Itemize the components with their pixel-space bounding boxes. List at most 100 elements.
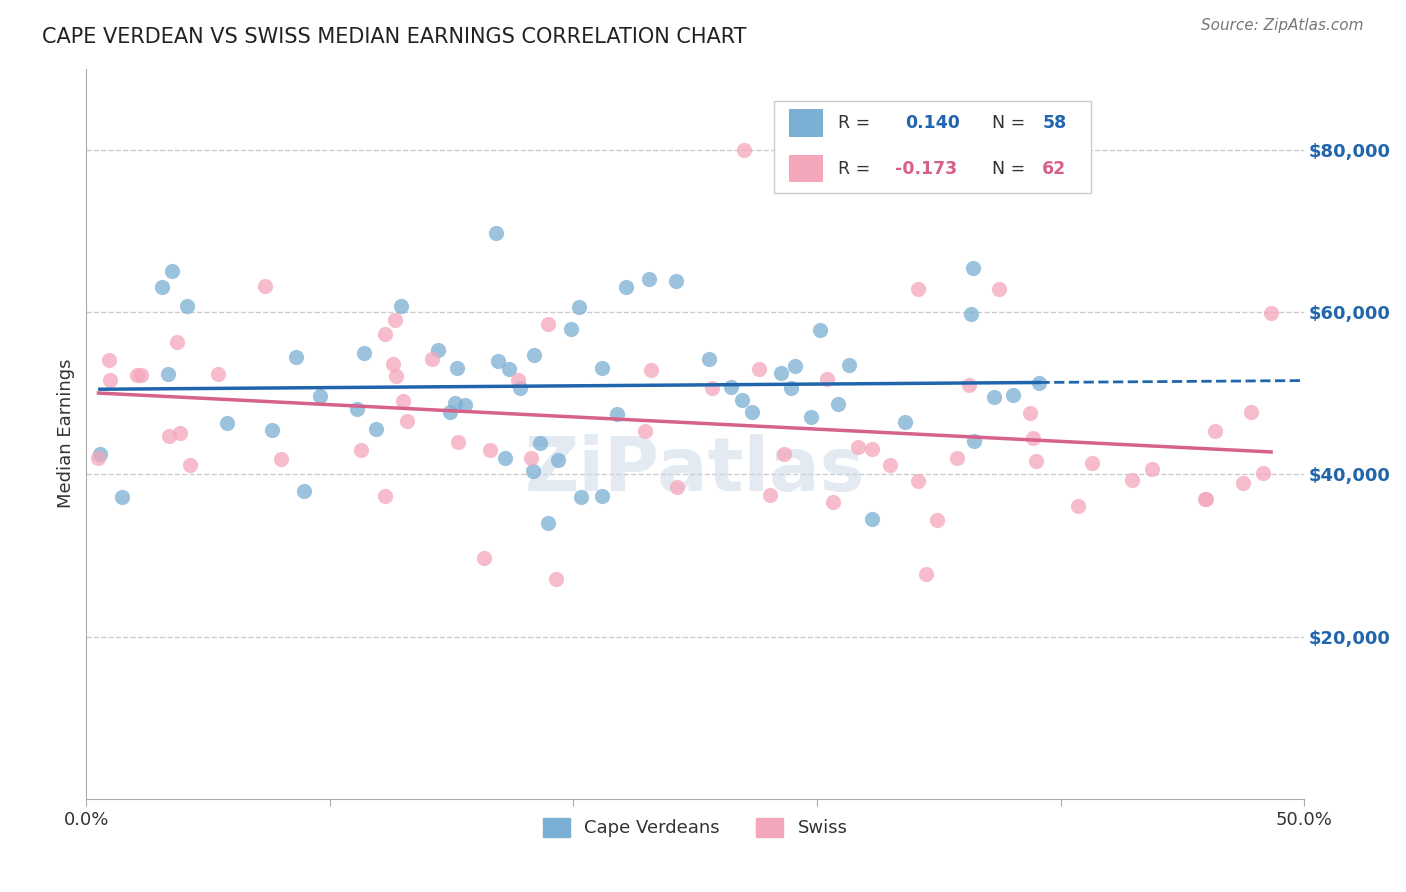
Point: [169, 425, 191, 440]
Point: [284, 350, 307, 364]
Point: [962, 434, 984, 448]
Text: -0.173: -0.173: [896, 160, 957, 178]
Point: [485, 226, 508, 240]
Text: Source: ZipAtlas.com: Source: ZipAtlas.com: [1201, 18, 1364, 33]
Point: [529, 436, 551, 450]
Point: [731, 392, 754, 407]
FancyBboxPatch shape: [775, 102, 1091, 193]
Point: [179, 458, 201, 472]
Point: [270, 452, 292, 467]
Point: [166, 335, 188, 350]
Point: [697, 352, 720, 367]
Point: [547, 453, 569, 467]
Text: 58: 58: [1042, 114, 1067, 132]
Point: [207, 367, 229, 381]
Point: [509, 381, 531, 395]
Point: [987, 282, 1010, 296]
Point: [779, 381, 801, 395]
Text: N =: N =: [981, 160, 1031, 178]
Point: [156, 367, 179, 381]
Point: [568, 300, 591, 314]
Point: [733, 143, 755, 157]
Point: [392, 394, 415, 409]
Point: [783, 359, 806, 373]
Point: [125, 368, 148, 382]
Point: [454, 398, 477, 412]
Point: [1195, 492, 1218, 507]
Text: N =: N =: [981, 114, 1031, 132]
FancyBboxPatch shape: [789, 110, 823, 137]
Point: [773, 447, 796, 461]
Point: [1232, 475, 1254, 490]
Point: [544, 572, 567, 586]
Text: R =: R =: [838, 160, 876, 178]
FancyBboxPatch shape: [789, 154, 823, 183]
Point: [446, 360, 468, 375]
Point: [215, 416, 238, 430]
Point: [914, 567, 936, 582]
Point: [1194, 491, 1216, 506]
Point: [443, 396, 465, 410]
Point: [893, 415, 915, 429]
Point: [800, 410, 823, 425]
Point: [640, 363, 662, 377]
Point: [1204, 424, 1226, 438]
Point: [634, 424, 657, 438]
Point: [606, 407, 628, 421]
Point: [364, 422, 387, 436]
Point: [374, 326, 396, 341]
Point: [262, 423, 284, 437]
Point: [1022, 431, 1045, 445]
Point: [519, 450, 541, 465]
Point: [1081, 456, 1104, 470]
Point: [522, 464, 544, 478]
Point: [702, 381, 724, 395]
Point: [1121, 473, 1143, 487]
Point: [396, 414, 419, 428]
Point: [569, 490, 592, 504]
Text: R =: R =: [838, 114, 882, 132]
Point: [959, 307, 981, 321]
Point: [384, 313, 406, 327]
Point: [111, 490, 134, 504]
Point: [498, 361, 520, 376]
Point: [666, 480, 689, 494]
Point: [838, 358, 860, 372]
Point: [350, 442, 373, 457]
Point: [129, 368, 152, 382]
Point: [160, 264, 183, 278]
Point: [427, 343, 450, 357]
Point: [879, 458, 901, 472]
Text: CAPE VERDEAN VS SWISS MEDIAN EARNINGS CORRELATION CHART: CAPE VERDEAN VS SWISS MEDIAN EARNINGS CO…: [42, 27, 747, 46]
Point: [1028, 376, 1050, 391]
Point: [946, 451, 969, 466]
Point: [486, 354, 509, 368]
Point: [1260, 306, 1282, 320]
Point: [346, 401, 368, 416]
Point: [253, 278, 276, 293]
Point: [537, 317, 560, 331]
Point: [1239, 405, 1261, 419]
Point: [292, 483, 315, 498]
Point: [150, 280, 173, 294]
Point: [591, 360, 613, 375]
Point: [87, 450, 110, 465]
Point: [860, 442, 883, 457]
Point: [478, 443, 501, 458]
Point: [506, 373, 529, 387]
Point: [309, 389, 332, 403]
Point: [907, 474, 929, 488]
Point: [374, 489, 396, 503]
Point: [537, 516, 560, 530]
Point: [983, 390, 1005, 404]
Point: [1067, 500, 1090, 514]
Point: [98, 353, 121, 368]
Point: [382, 357, 405, 371]
Point: [810, 323, 832, 337]
Point: [98, 373, 121, 387]
Point: [638, 272, 661, 286]
Point: [89, 447, 111, 461]
Point: [748, 362, 770, 376]
Point: [176, 299, 198, 313]
Point: [385, 368, 408, 383]
